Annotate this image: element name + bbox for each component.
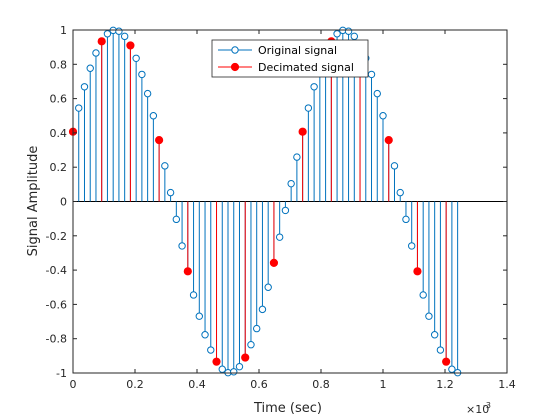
original-point [310, 83, 318, 91]
original-point [281, 206, 290, 215]
decimated-signal-stems [72, 41, 447, 362]
decimated-point [384, 136, 393, 145]
original-point [304, 104, 313, 112]
legend-box [211, 39, 369, 78]
x-multiplier-base: ×10 [466, 403, 489, 416]
original-point [344, 27, 353, 35]
original-point [189, 291, 198, 299]
y-tick-label: 0.4 [50, 127, 68, 140]
original-point [92, 49, 100, 57]
y-tick-label: 1 [60, 24, 67, 37]
x-multiplier-exponent: -3 [483, 401, 491, 410]
y-axis-label: Signal Amplitude [26, 146, 41, 257]
original-point [207, 346, 215, 354]
original-point [448, 365, 456, 373]
original-point [258, 305, 267, 314]
original-point [264, 283, 272, 291]
original-point [419, 291, 427, 299]
original-point [115, 27, 123, 35]
original-point [172, 215, 181, 224]
original-point [218, 365, 226, 373]
original-point [367, 70, 376, 79]
y-tick-label: -0.2 [46, 230, 67, 243]
decimated-point [298, 127, 307, 136]
decimated-point [183, 267, 192, 276]
y-tick-label: -0.8 [46, 333, 67, 346]
decimated-point [241, 353, 250, 362]
original-point [230, 368, 238, 376]
y-tick-label: -0.4 [46, 264, 67, 277]
original-point [425, 312, 433, 320]
x-tick-label: 1 [380, 378, 387, 391]
x-tick-label: 0 [70, 378, 77, 391]
original-point [75, 104, 83, 112]
x-tick-label: 0.8 [312, 378, 330, 391]
x-axis-label: Time (sec) [253, 401, 322, 416]
x-tick-label: 1.4 [498, 378, 516, 391]
y-tick-label: 0.2 [50, 161, 68, 174]
original-point [253, 324, 261, 333]
y-tick-label: -1 [56, 367, 67, 380]
y-tick-label: 0.6 [50, 93, 68, 106]
x-axis-ticks: 0 0.2 0.4 0.6 0.8 1 1.2 1.4 [70, 30, 516, 391]
legend-marker-decimated [230, 62, 240, 72]
x-tick-label: 0.4 [188, 378, 206, 391]
original-point [379, 112, 387, 120]
y-tick-label: 0.8 [50, 58, 68, 71]
original-point [166, 188, 175, 197]
original-point [103, 30, 112, 38]
original-point [235, 362, 244, 371]
original-point [396, 188, 404, 197]
original-point [287, 179, 295, 188]
original-point [201, 331, 209, 339]
original-point [293, 153, 301, 161]
original-point [350, 32, 358, 41]
original-point [161, 162, 169, 170]
legend-label-decimated: Decimated signal [258, 61, 354, 74]
original-point [430, 331, 439, 339]
y-tick-label: 0 [60, 196, 67, 209]
original-point [132, 54, 140, 62]
original-point [436, 346, 445, 354]
original-point [178, 242, 186, 250]
original-point [80, 83, 89, 91]
original-point [120, 32, 129, 41]
legend-label-original: Original signal [258, 44, 337, 57]
decimated-point [155, 136, 164, 145]
decimated-point [212, 357, 221, 366]
original-point [402, 215, 410, 224]
original-point [247, 341, 255, 349]
decimated-point [413, 267, 422, 276]
original-point [143, 89, 152, 98]
decimated-point [269, 258, 279, 267]
original-point [138, 70, 146, 79]
x-tick-label: 0.2 [126, 378, 144, 391]
y-tick-label: -0.6 [46, 298, 67, 311]
original-point [195, 312, 203, 320]
legend-marker-original [231, 46, 239, 54]
x-tick-label: 0.6 [250, 378, 268, 391]
original-point [86, 64, 94, 72]
y-axis-ticks: -1 -0.8 -0.6 -0.4 -0.2 0 0.2 0.4 0.6 0.8 1 [46, 24, 507, 380]
decimated-point [97, 37, 106, 46]
x-tick-label: 1.2 [436, 378, 454, 391]
original-point [373, 89, 381, 98]
original-point [390, 162, 399, 170]
original-point [275, 233, 284, 241]
legend: Original signal Decimated signal [211, 39, 369, 78]
original-point [408, 242, 416, 250]
x-axis-multiplier: ×10 -3 [466, 401, 491, 416]
original-point [149, 112, 158, 120]
decimated-point [126, 41, 135, 50]
decimated-point [442, 357, 451, 366]
original-point [333, 30, 341, 38]
